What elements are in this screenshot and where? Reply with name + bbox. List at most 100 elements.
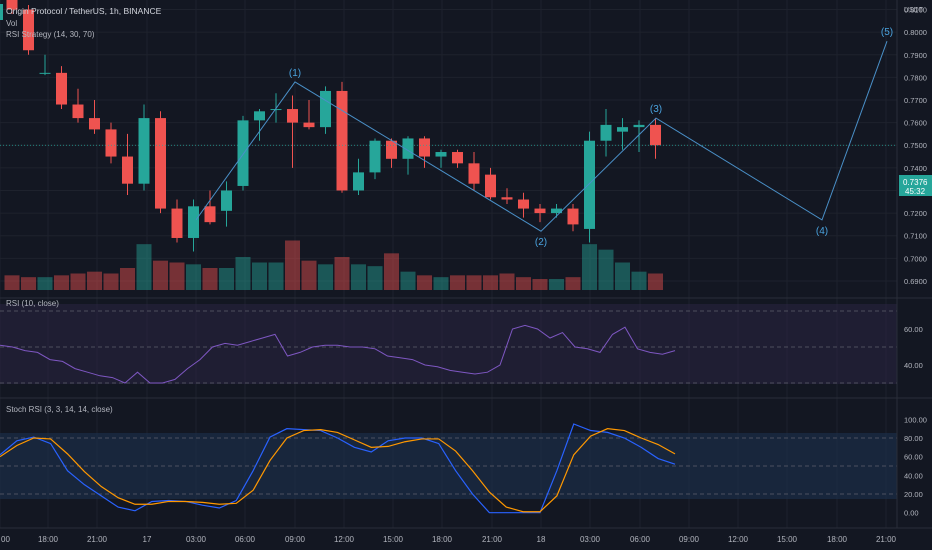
candle-body bbox=[188, 206, 199, 238]
volume-bar bbox=[648, 273, 663, 290]
candle-body bbox=[171, 208, 183, 238]
time-tick-label[interactable]: 15:00 bbox=[383, 535, 404, 544]
wave-label: (3) bbox=[650, 104, 662, 115]
candle-body bbox=[485, 174, 496, 198]
time-tick-label[interactable]: 12:00 bbox=[334, 535, 355, 544]
candle bbox=[39, 54, 51, 76]
volume-bar bbox=[466, 275, 482, 290]
rsi-tick-label: 40.00 bbox=[904, 361, 923, 370]
candle-body bbox=[138, 118, 150, 184]
symbol-title[interactable]: Origin Protocol / TetherUS, 1h, BINANCE bbox=[6, 6, 162, 16]
candle bbox=[204, 190, 216, 225]
time-tick-label[interactable]: 06:00 bbox=[235, 535, 256, 544]
candle bbox=[633, 120, 645, 153]
candle-body bbox=[221, 190, 232, 211]
time-tick-label[interactable]: 18:00 bbox=[38, 535, 59, 544]
time-tick-label[interactable]: 18:00 bbox=[432, 535, 453, 544]
time-tick-label[interactable]: 17 bbox=[143, 535, 152, 544]
candle-body bbox=[584, 140, 595, 229]
volume-bar bbox=[598, 249, 614, 290]
volume-bar bbox=[450, 275, 465, 290]
candle bbox=[155, 111, 166, 214]
volume-bar bbox=[532, 279, 548, 290]
time-tick-label[interactable]: 21:00 bbox=[876, 535, 897, 544]
time-tick-label[interactable]: 21:00 bbox=[87, 535, 108, 544]
candle bbox=[617, 118, 628, 150]
rsi-pane bbox=[0, 310, 897, 384]
volume-bar bbox=[631, 271, 647, 290]
volume-bar bbox=[549, 279, 564, 290]
rsi-tick-label: 60.00 bbox=[904, 325, 923, 334]
candle-body bbox=[254, 111, 265, 121]
candle bbox=[584, 131, 595, 243]
stoch-rsi-pane bbox=[0, 423, 897, 514]
strategy-legend[interactable]: RSI Strategy (14, 30, 70) bbox=[6, 30, 95, 39]
candle bbox=[534, 204, 546, 223]
volume-bar bbox=[351, 264, 366, 290]
time-tick-label[interactable]: 03:00 bbox=[186, 535, 207, 544]
rsi-legend[interactable]: RSI (10, close) bbox=[6, 299, 59, 308]
stoch-tick-label: 0.00 bbox=[904, 509, 919, 518]
volume-bar bbox=[235, 257, 251, 290]
candle-body bbox=[402, 138, 414, 159]
candle-body bbox=[89, 118, 100, 130]
candle-body bbox=[155, 118, 166, 209]
candle bbox=[386, 138, 397, 168]
stoch-legend[interactable]: Stoch RSI (3, 3, 14, 14, close) bbox=[6, 405, 113, 414]
time-tick-label[interactable]: 09:00 bbox=[679, 535, 700, 544]
candle bbox=[485, 167, 496, 200]
time-axis-ticks[interactable]: 00 18:00 21:00 17 03:00 06:00 09:00 12:00 15:00 1… bbox=[1, 535, 897, 544]
wave-label: (2) bbox=[535, 237, 547, 248]
candle-body bbox=[72, 104, 84, 119]
candle-body bbox=[567, 208, 579, 225]
volume-bar bbox=[565, 277, 581, 290]
candle bbox=[72, 88, 84, 123]
candle-body bbox=[468, 163, 480, 184]
price-tick-label: 0.7600 bbox=[904, 119, 927, 128]
volume-bar bbox=[318, 264, 333, 290]
time-tick-label[interactable]: 03:00 bbox=[580, 535, 601, 544]
candle-body bbox=[336, 90, 348, 191]
candle-body bbox=[600, 124, 612, 141]
candle bbox=[468, 152, 480, 191]
price-tick-label: 0.7500 bbox=[904, 141, 927, 150]
price-tick-label: 0.7000 bbox=[904, 254, 927, 263]
candles bbox=[0, 0, 897, 252]
time-tick-label[interactable]: 12:00 bbox=[728, 535, 749, 544]
price-tick-label: 0.6900 bbox=[904, 277, 927, 286]
stoch-d-line bbox=[0, 428, 676, 513]
time-tick-label[interactable]: 00 bbox=[1, 535, 10, 544]
time-tick-label[interactable]: 18 bbox=[537, 535, 546, 544]
candle-body bbox=[270, 109, 282, 111]
candle-body bbox=[122, 156, 133, 184]
candle-body bbox=[452, 152, 463, 164]
volume-legend[interactable]: Vol bbox=[6, 19, 17, 28]
volume-bar bbox=[400, 271, 416, 290]
price-tick-label: 0.8100 bbox=[904, 6, 927, 15]
volume-bar bbox=[417, 275, 432, 290]
candle bbox=[23, 5, 34, 55]
price-tick-label: 0.7900 bbox=[904, 51, 927, 60]
time-tick-label[interactable]: 09:00 bbox=[285, 535, 306, 544]
candle-body bbox=[320, 90, 331, 128]
volume-bar bbox=[54, 275, 69, 290]
volume-bar bbox=[103, 273, 119, 290]
time-tick-label[interactable]: 21:00 bbox=[482, 535, 503, 544]
price-unit-label: USDT bbox=[904, 7, 924, 14]
rsi-line bbox=[0, 324, 676, 384]
time-tick-label[interactable]: 15:00 bbox=[777, 535, 798, 544]
last-price-badge bbox=[899, 175, 932, 196]
candle-body bbox=[369, 140, 381, 173]
last-price-value: 0.7376 bbox=[903, 178, 928, 187]
volume-bar bbox=[153, 260, 168, 290]
legend-color-marker bbox=[0, 4, 3, 20]
time-tick-label[interactable]: 06:00 bbox=[630, 535, 651, 544]
candle bbox=[320, 86, 331, 134]
bar-countdown: 45:32 bbox=[905, 187, 926, 196]
volume-bar bbox=[252, 262, 267, 290]
time-tick-label[interactable]: 18:00 bbox=[827, 535, 848, 544]
wave-path bbox=[195, 41, 888, 232]
volume-bar bbox=[285, 240, 300, 290]
wave-label: (1) bbox=[289, 68, 301, 79]
